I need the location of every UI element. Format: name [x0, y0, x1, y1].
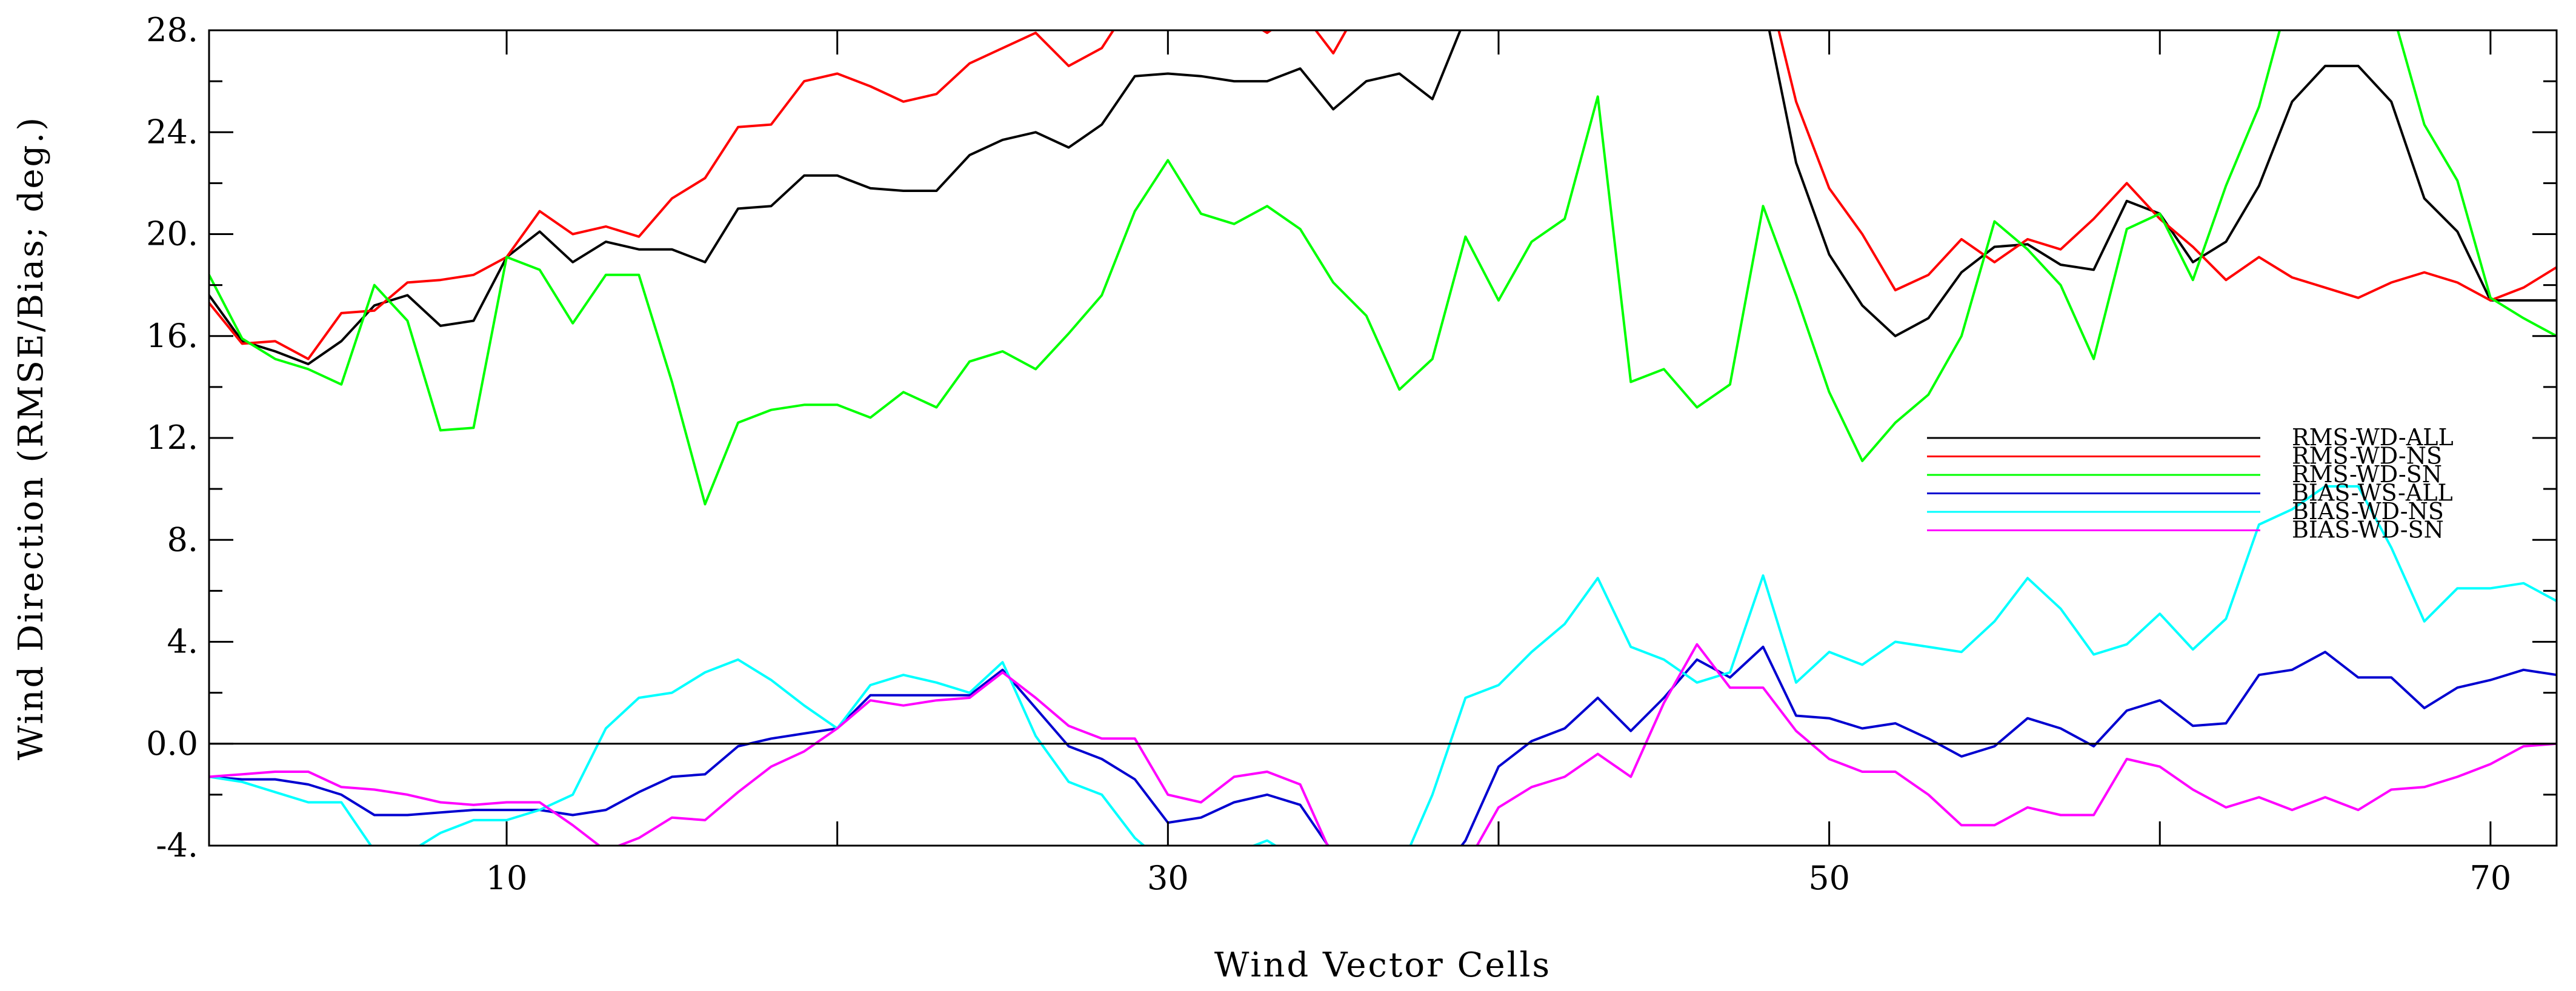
x-tick-label: 10 — [486, 859, 528, 897]
y-tick-label: 28. — [146, 11, 198, 49]
series-line-bias-wd-ns — [209, 485, 2557, 846]
x-axis-ticks: 10 30 50 70 — [486, 30, 2512, 897]
y-tick-label: 0.0 — [146, 724, 198, 763]
y-tick-label: -4. — [156, 826, 198, 864]
legend-label-rms-wd-sn: RMS-WD-SN — [2292, 461, 2442, 488]
x-tick-label: 30 — [1147, 859, 1189, 897]
series-line-bias-ws-all — [209, 645, 2557, 846]
y-axis-ticks: -4. 0.0 4. 8. 12. 16. 20. 24. 28. — [146, 11, 2557, 864]
series-line-rms-wd-sn — [209, 30, 2557, 506]
y-axis-title: Wind Direction (RMSE/Bias; deg.) — [12, 116, 51, 760]
series-line-rms-wd-all — [209, 30, 2557, 365]
y-tick-label: 24. — [146, 113, 198, 151]
y-tick-label: 8. — [167, 520, 198, 558]
x-axis-title: Wind Vector Cells — [1214, 946, 1551, 985]
legend-label-bias-ws-all: BIAS-WS-ALL — [2292, 480, 2453, 506]
x-tick-label: 70 — [2470, 859, 2512, 897]
legend: RMS-WD-ALLRMS-WD-NSRMS-WD-SNBIAS-WS-ALLB… — [1927, 424, 2454, 543]
x-tick-label: 50 — [1808, 859, 1850, 897]
legend-label-bias-wd-ns: BIAS-WD-NS — [2292, 498, 2444, 525]
y-tick-label: 12. — [146, 419, 198, 457]
y-tick-label: 4. — [167, 623, 198, 661]
legend-label-bias-wd-sn: BIAS-WD-SN — [2292, 517, 2444, 543]
y-tick-label: 16. — [146, 317, 198, 355]
series-line-bias-wd-sn — [209, 643, 2557, 846]
plot-lines — [209, 30, 2557, 846]
legend-label-rms-wd-all: RMS-WD-ALL — [2292, 424, 2454, 451]
legend-label-rms-wd-ns: RMS-WD-NS — [2292, 443, 2442, 469]
y-tick-label: 20. — [146, 215, 198, 253]
